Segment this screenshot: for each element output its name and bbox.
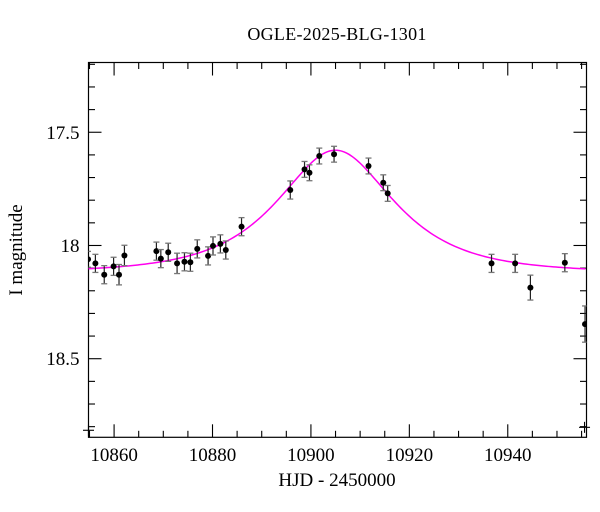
x-tick-label: 10940 bbox=[484, 445, 532, 466]
data-point bbox=[174, 260, 181, 267]
data-point bbox=[316, 153, 323, 160]
data-point bbox=[561, 259, 568, 266]
data-point bbox=[222, 247, 229, 254]
data-point bbox=[157, 255, 164, 262]
data-point bbox=[217, 240, 224, 247]
data-point bbox=[210, 242, 216, 249]
data-point bbox=[181, 258, 188, 265]
data-point bbox=[238, 223, 245, 230]
x-axis-label: HJD - 2450000 bbox=[278, 470, 396, 491]
data-point bbox=[384, 190, 391, 197]
model-curve bbox=[88, 149, 586, 270]
data-point bbox=[116, 271, 123, 278]
y-tick-label: 18 bbox=[61, 236, 80, 257]
data-point bbox=[287, 186, 294, 193]
data-point bbox=[187, 259, 194, 266]
data-point bbox=[110, 263, 117, 270]
data-point bbox=[488, 260, 495, 267]
data-point bbox=[101, 271, 108, 278]
data-point bbox=[121, 252, 128, 259]
data-point bbox=[301, 166, 308, 173]
chart-title: OGLE-2025-BLG-1301 bbox=[247, 24, 427, 44]
data-point bbox=[165, 249, 172, 256]
data-points-group bbox=[88, 145, 587, 343]
data-point bbox=[527, 284, 534, 291]
data-point bbox=[380, 179, 387, 186]
data-point bbox=[88, 256, 92, 263]
data-point bbox=[331, 151, 338, 158]
data-point bbox=[512, 260, 519, 267]
y-axis-label: I magnitude bbox=[6, 204, 27, 296]
y-tick-label: 18.5 bbox=[46, 349, 79, 370]
data-point bbox=[582, 321, 587, 328]
data-point bbox=[194, 245, 201, 252]
plot-frame bbox=[87, 61, 588, 438]
x-tick-label: 10900 bbox=[287, 445, 335, 466]
data-point bbox=[306, 169, 313, 176]
data-point bbox=[92, 260, 99, 267]
data-point bbox=[365, 162, 372, 169]
x-tick-label: 10880 bbox=[189, 445, 237, 466]
y-tick-label: 17.5 bbox=[46, 123, 79, 144]
data-point bbox=[205, 252, 212, 259]
x-tick-label: 10920 bbox=[386, 445, 434, 466]
x-tick-label: 10860 bbox=[90, 445, 138, 466]
